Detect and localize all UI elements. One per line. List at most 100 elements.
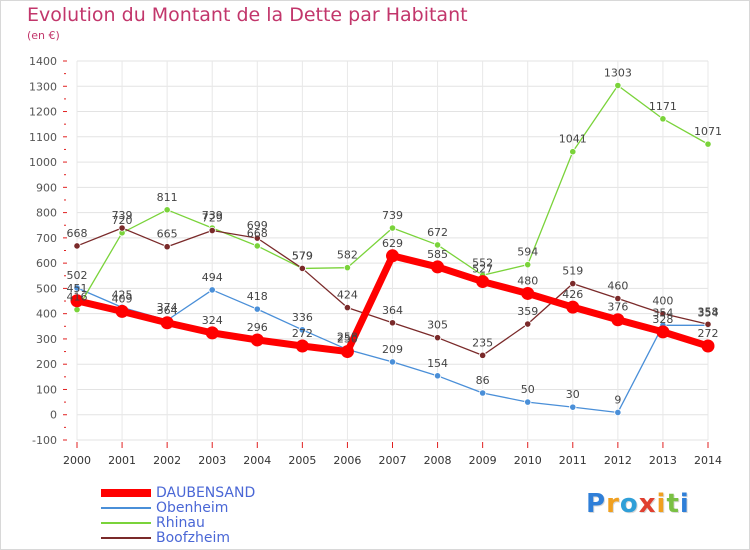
x-tick-label: 2008: [424, 454, 452, 467]
data-point-daubensand: [566, 300, 580, 314]
data-point-boofzheim: [614, 294, 622, 303]
data-point-rhinau: [253, 242, 261, 250]
logo-letter: o: [619, 489, 639, 519]
logo-letter: r: [606, 489, 620, 519]
data-label-rhinau: 811: [157, 191, 178, 204]
data-label-rhinau: 582: [337, 249, 358, 262]
data-point-daubensand: [160, 316, 174, 330]
data-label-daubensand: 364: [157, 304, 178, 317]
data-label-daubensand: 296: [247, 321, 268, 334]
y-tick-label: 300: [36, 333, 57, 346]
legend-swatch: [101, 537, 151, 539]
x-tick-label: 2007: [379, 454, 407, 467]
data-point-obenheim: [298, 326, 306, 334]
legend-label: Boofzheim: [156, 530, 231, 546]
legend-swatch: [101, 507, 151, 509]
data-point-daubensand: [656, 325, 670, 339]
data-label-rhinau: 1303: [604, 67, 632, 80]
data-label-daubensand: 250: [337, 333, 358, 346]
data-point-daubensand: [431, 260, 445, 274]
data-label-daubensand: 426: [562, 288, 583, 301]
data-label-obenheim: 209: [382, 343, 403, 356]
data-point-boofzheim: [298, 264, 306, 273]
x-tick-label: 2013: [649, 454, 677, 467]
data-label-rhinau: 739: [382, 209, 403, 222]
data-label-obenheim: 374: [157, 301, 178, 314]
data-label-obenheim: 502: [67, 269, 88, 282]
proxiti-logo: Proxiti: [586, 489, 690, 519]
data-label-rhinau: 1171: [649, 100, 677, 113]
data-point-boofzheim: [73, 242, 81, 250]
data-point-daubensand: [611, 313, 625, 327]
data-point-daubensand: [521, 286, 535, 300]
data-point-daubensand: [701, 339, 715, 353]
data-point-obenheim: [433, 372, 442, 380]
y-tick-label: 1000: [29, 156, 57, 169]
data-label-daubensand: 324: [202, 314, 223, 327]
data-label-boofzheim: 359: [517, 305, 538, 318]
y-tick-label: -100: [32, 434, 57, 447]
y-tick-label: 1300: [29, 80, 57, 93]
data-label-boofzheim: 364: [382, 304, 403, 317]
data-label-rhinau: 416: [67, 291, 88, 304]
legend-swatch: [101, 522, 151, 524]
data-point-obenheim: [388, 358, 397, 366]
data-point-boofzheim: [704, 320, 712, 328]
data-point-boofzheim: [163, 243, 171, 251]
x-tick-label: 2014: [694, 454, 722, 467]
data-label-rhinau: 579: [292, 249, 313, 262]
data-label-boofzheim: 699: [247, 219, 268, 232]
data-label-boofzheim: 400: [652, 295, 673, 308]
y-tick-label: 100: [36, 383, 57, 396]
chart-title: Evolution du Montant de la Dette par Hab…: [27, 4, 468, 26]
data-point-obenheim: [569, 403, 577, 411]
data-point-daubensand: [115, 304, 129, 318]
data-point-boofzheim: [208, 226, 216, 235]
data-label-obenheim: 354: [698, 306, 719, 319]
data-point-daubensand: [205, 326, 219, 340]
y-tick-label: 1200: [29, 106, 57, 119]
data-label-boofzheim: 668: [67, 227, 88, 240]
data-point-rhinau: [388, 224, 397, 232]
data-point-boofzheim: [343, 304, 352, 312]
data-label-obenheim: 418: [247, 290, 268, 303]
logo-letter: x: [638, 489, 657, 519]
legend-label: DAUBENSAND: [156, 485, 256, 501]
data-label-obenheim: 258: [337, 331, 358, 344]
y-tick-label: 700: [36, 232, 57, 245]
data-label-daubensand: 451: [67, 282, 88, 295]
x-tick-label: 2009: [469, 454, 497, 467]
x-tick-label: 2006: [333, 454, 361, 467]
data-label-boofzheim: 579: [292, 249, 313, 262]
data-point-rhinau: [614, 81, 622, 90]
data-label-daubensand: 480: [517, 274, 538, 287]
data-label-obenheim: 154: [427, 357, 448, 370]
data-point-boofzheim: [569, 279, 577, 288]
data-label-obenheim: 50: [521, 383, 535, 396]
data-label-obenheim: 336: [292, 311, 313, 324]
data-label-obenheim: 354: [652, 306, 673, 319]
data-label-obenheim: 494: [202, 271, 223, 284]
data-point-boofzheim: [253, 234, 261, 242]
data-label-boofzheim: 665: [157, 228, 178, 241]
x-axis: 2000 2001 2002 2003 2004 2005 2006 2007 2008 2009…: [63, 442, 722, 467]
x-tick-label: 2010: [514, 454, 542, 467]
data-label-daubensand: 527: [472, 263, 493, 276]
data-point-daubensand: [70, 294, 84, 308]
data-point-daubensand: [476, 275, 490, 289]
y-tick-label: 600: [36, 257, 57, 270]
data-point-boofzheim: [433, 334, 442, 342]
data-point-boofzheim: [659, 310, 667, 318]
data-label-boofzheim: 235: [472, 336, 493, 349]
y-tick-label: 1100: [29, 131, 57, 144]
y-tick-label: 500: [36, 282, 57, 295]
data-point-rhinau: [569, 148, 577, 156]
logo-letter: i: [656, 489, 667, 519]
data-label-boofzheim: 305: [427, 319, 448, 332]
data-point-boofzheim: [479, 351, 487, 359]
x-tick-label: 2002: [153, 454, 181, 467]
x-tick-label: 2012: [604, 454, 632, 467]
y-tick-label: 200: [36, 358, 57, 371]
